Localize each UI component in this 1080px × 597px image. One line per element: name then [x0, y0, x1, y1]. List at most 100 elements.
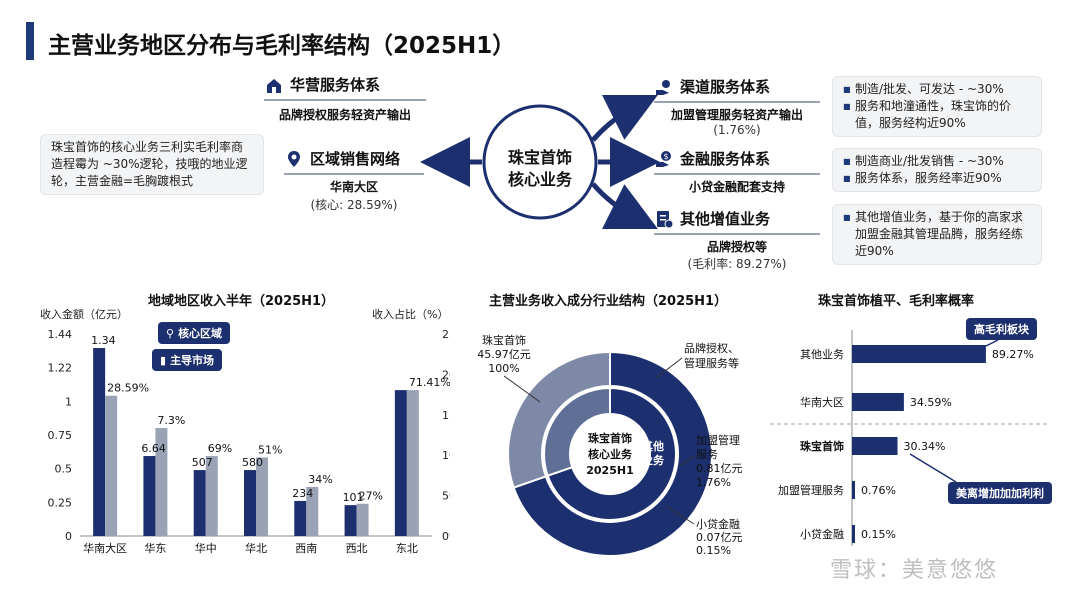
bar-core [143, 456, 156, 536]
note-finance-item: 服务体系，服务经率近90% [843, 170, 1031, 187]
legend-main-label: 主导市场 [170, 354, 215, 367]
note-finance-item: 制造商业/批发销售 - ~30% [843, 153, 1031, 170]
house-hand-icon [267, 78, 281, 93]
legend-core-label: 核心区域 [178, 327, 223, 340]
tag-pointer [985, 339, 999, 347]
value-label: 89.27% [992, 348, 1034, 361]
chart1-svg: 1.44 1.22 1 0.75 0.5 0.25 0 250% 200% 150% 100% 50%… [48, 328, 451, 555]
x-tick-label: 华东 [144, 541, 166, 555]
margin-bar [852, 525, 855, 543]
chart3-svg: 其他业务 89.27% 华南大区 34.59% 珠宝首饰 30.34% 加盟管理服务 0.76… [770, 330, 1050, 546]
value-label: 34.59% [910, 396, 952, 409]
hand-coin-icon [656, 79, 670, 95]
region-sub: 华南大区 [329, 180, 378, 194]
left-note-box: 珠宝首饰的核心业务三利实毛利率商造程霉为 ~30%逻轮，技哦的地业逻轮，主营金融… [40, 134, 264, 195]
bar-market [105, 395, 118, 536]
center-circle [482, 104, 598, 220]
y-tick-label: 1.22 [48, 362, 73, 375]
value-label: 30.34% [904, 440, 946, 453]
donut-hole [570, 414, 650, 494]
legend-main-market: ▮ 主导市场 [152, 349, 223, 371]
margin-bar [852, 481, 855, 499]
bar-value-label: 101 [343, 491, 364, 504]
chart1-y2label: 收入占比（%） [372, 308, 449, 321]
donut-outer-label: 珠宝首饰 [482, 333, 526, 347]
chart2-title: 主营业务收入成分行业结构（2025H1） [489, 294, 728, 309]
money-hand-icon: $ [656, 150, 671, 167]
bar-value-label: 1.34 [91, 334, 116, 347]
bar-core [244, 470, 256, 536]
x-tick-label: 华中 [195, 541, 217, 555]
note-other: 其他增值业务，基于你的高家求加盟金融其管理品腾，服务经练近90% [832, 204, 1042, 265]
bar-chart-icon: ▮ [160, 353, 167, 367]
bar-market [406, 390, 419, 536]
donut-outer-slice [507, 350, 611, 489]
bar-core [93, 348, 106, 536]
bar-market [205, 456, 218, 536]
y-tick-label: 1.44 [48, 328, 73, 341]
y2-tick-label: 250% [442, 328, 450, 341]
y-tick-label: 0.25 [48, 496, 73, 509]
callout-label: 0.07亿元 [696, 531, 743, 544]
bar-market [155, 427, 168, 536]
category-label: 加盟管理服务 [778, 483, 844, 497]
tag-increase: 美离增加加加利利 [948, 482, 1052, 504]
node-brand: 华营服务体系 品牌授权服务轻资产输出 [264, 74, 426, 122]
category-label: 其他业务 [800, 348, 844, 361]
donut-inner-label: 其他 [642, 439, 664, 453]
donut-center-label: 珠宝首饰 [588, 431, 632, 445]
bar-core [344, 505, 357, 536]
bar-pct-label: 7.3% [157, 414, 185, 427]
note-channel-item: 服务和地潼通性，珠宝饰的价值，服务经构近90% [843, 98, 1031, 132]
bar-pct-label: 51% [258, 443, 282, 456]
y-tick-label: 0.75 [48, 429, 73, 442]
margin-bar [852, 345, 986, 363]
margin-bar [852, 437, 898, 455]
bar-market [356, 503, 369, 536]
leader-line [503, 375, 541, 403]
bar-market [306, 486, 319, 536]
callout-label: 1.76% [696, 476, 731, 489]
value-label: 0.15% [861, 528, 896, 541]
chart2-svg: 珠宝首饰核心业务2025H1其他业务珠宝首饰45.97亿元100%品牌授权、管理… [477, 333, 743, 557]
map-pin-icon [288, 150, 300, 167]
note-channel: 制造/批发、可发达 - ~30% 服务和地潼通性，珠宝饰的价值，服务经构近90% [832, 76, 1042, 137]
y-tick-label: 0.5 [55, 463, 73, 476]
channel-rule [654, 101, 820, 103]
document-icon [657, 210, 674, 228]
donut-outer-slice [512, 350, 713, 557]
y-tick-label: 0 [65, 530, 72, 543]
other-value: (毛利率: 89.27%) [687, 257, 787, 271]
other-title: 其他增值业务 [680, 210, 771, 228]
page-title: 主营业务地区分布与毛利率结构（2025H1） [48, 33, 516, 59]
category-label: 小贷金融 [800, 527, 844, 541]
y2-tick-label: 100% [442, 449, 450, 462]
x-tick-label: 东北 [396, 542, 418, 555]
other-sub: 品牌授权等 [706, 240, 767, 254]
pin-icon: ⚲ [166, 326, 175, 340]
bar-core [394, 390, 407, 536]
x-tick-label: 西南 [295, 542, 317, 555]
center-label: 珠宝首饰 核心业务 [486, 147, 594, 191]
donut-center-label: 2025H1 [586, 464, 633, 477]
node-channel: 渠道服务体系 加盟管理服务轻资产输出 (1.76%) [654, 76, 820, 137]
tag-pointer [909, 453, 957, 483]
donut-outer-label: 100% [488, 362, 519, 375]
arrow-down-right [591, 182, 658, 229]
donut-center-label: 核心业务 [588, 447, 633, 461]
category-label: 珠宝首饰 [800, 439, 844, 453]
y2-tick-label: 200% [442, 368, 450, 381]
diagram-connectors [420, 95, 660, 229]
value-label: 0.76% [861, 484, 896, 497]
bar-value-label: 234 [292, 487, 313, 500]
y2-tick-label: 0% [442, 530, 450, 543]
x-tick-label: 华南大区 [83, 541, 127, 555]
chart3-title: 珠宝首饰植平、毛利率概率 [818, 294, 975, 309]
region-title: 区域销售网络 [310, 150, 401, 168]
y2-tick-label: 50% [442, 490, 450, 503]
node-region: 区域销售网络 华南大区 (核心: 28.59%) [284, 148, 424, 212]
left-note-text: 珠宝首饰的核心业务三利实毛利率商造程霉为 ~30%逻轮，技哦的地业逻轮，主营金融… [51, 140, 248, 188]
callout-label: 0.15% [696, 544, 731, 557]
brand-sub: 品牌授权服务轻资产输出 [278, 108, 411, 122]
watermark-text: 雪球：美意悠悠 [830, 558, 999, 583]
